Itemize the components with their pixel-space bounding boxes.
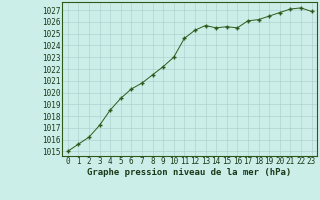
X-axis label: Graphe pression niveau de la mer (hPa): Graphe pression niveau de la mer (hPa) <box>87 168 292 177</box>
